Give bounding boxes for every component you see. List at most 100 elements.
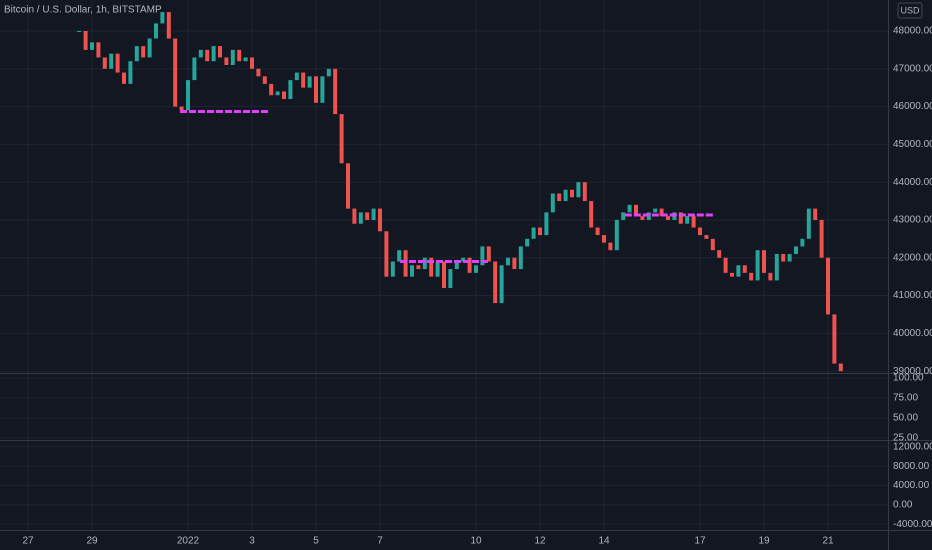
candle [838, 363, 843, 372]
candle [288, 80, 293, 100]
candle [614, 219, 619, 251]
y-tick-label: 44000.00 [893, 177, 932, 188]
candle [166, 12, 171, 39]
candle [378, 208, 382, 232]
y-tick-label: 45000.00 [893, 139, 932, 150]
candle [506, 257, 510, 266]
candle [794, 246, 798, 254]
candle [653, 208, 658, 213]
candle [205, 49, 210, 62]
candle [141, 46, 146, 58]
candle [115, 53, 120, 73]
x-tick-label: 14 [598, 536, 610, 547]
x-tick-label: 2022 [177, 536, 200, 547]
y-tick-label: 0.00 [893, 499, 913, 510]
candle [806, 208, 811, 239]
y-tick-label: 4000.00 [893, 480, 930, 491]
candle [416, 265, 421, 270]
candle [762, 250, 766, 273]
y-tick-label: 12000.00 [893, 442, 932, 453]
candle [774, 253, 779, 281]
candle [243, 57, 248, 62]
candle [352, 208, 357, 224]
candle [173, 38, 178, 107]
candle [486, 246, 491, 262]
candle [602, 235, 606, 243]
candle [557, 193, 562, 202]
candle [384, 231, 389, 277]
chart-title: Bitcoin / U.S. Dollar, 1h, BITSTAMP [4, 5, 162, 16]
candle [461, 257, 466, 262]
y-tick-label: 47000.00 [893, 63, 932, 74]
candle [90, 42, 94, 50]
candle [512, 257, 517, 270]
candle [621, 212, 626, 220]
candle [326, 68, 331, 77]
candle [480, 246, 485, 266]
candle [294, 72, 299, 81]
y-tick-label: 50.00 [893, 413, 918, 424]
candle [358, 212, 363, 224]
candle [154, 23, 158, 39]
candle [339, 114, 344, 164]
x-tick-label: 3 [249, 536, 255, 547]
candle [826, 257, 830, 315]
x-tick-label: 10 [470, 536, 482, 547]
candle [269, 83, 274, 96]
candle [467, 257, 472, 273]
candle [730, 272, 734, 277]
candle [813, 208, 818, 220]
candle [717, 250, 722, 258]
candle [832, 314, 837, 364]
candle [474, 265, 478, 273]
candle [691, 216, 696, 228]
candle [429, 257, 434, 277]
y-tick-label: 25.00 [893, 433, 918, 444]
candle [608, 242, 613, 251]
candle [128, 61, 133, 84]
candle [666, 216, 670, 220]
candle [563, 189, 568, 202]
candle [768, 272, 773, 281]
candle [698, 227, 702, 236]
candle [134, 46, 139, 62]
candle [275, 91, 280, 96]
candle [755, 250, 760, 281]
candle [723, 257, 728, 273]
x-tick-label: 29 [86, 536, 98, 547]
candle [787, 253, 792, 262]
currency-button[interactable] [897, 2, 923, 19]
candle [371, 208, 376, 220]
candle [333, 68, 338, 115]
candle [186, 80, 190, 111]
y-tick-label: 48000.00 [893, 26, 932, 37]
candle [365, 212, 370, 220]
candle [198, 49, 203, 58]
x-tick-label: 27 [22, 536, 34, 547]
y-tick-label: -4000.00 [893, 519, 932, 530]
candle [819, 219, 824, 258]
candle [237, 49, 242, 62]
candle [77, 30, 82, 32]
candle [83, 30, 88, 50]
candle [499, 265, 504, 304]
y-tick-label: 75.00 [893, 393, 918, 404]
candle [589, 201, 594, 228]
candle [570, 189, 574, 198]
candle [403, 250, 408, 277]
marks [77, 12, 843, 372]
currency-label[interactable]: USD [900, 5, 920, 15]
candle [301, 72, 306, 88]
y-tick-label: 42000.00 [893, 252, 932, 263]
candle [422, 257, 427, 270]
candle [531, 227, 536, 239]
y-tick-label: 8000.00 [893, 461, 930, 472]
candle [678, 212, 683, 224]
y-tick-label: 43000.00 [893, 215, 932, 226]
candle [736, 265, 741, 277]
candle [346, 163, 350, 209]
candle [435, 261, 440, 277]
candle [576, 182, 581, 198]
candle [800, 238, 805, 247]
candle [781, 253, 786, 262]
